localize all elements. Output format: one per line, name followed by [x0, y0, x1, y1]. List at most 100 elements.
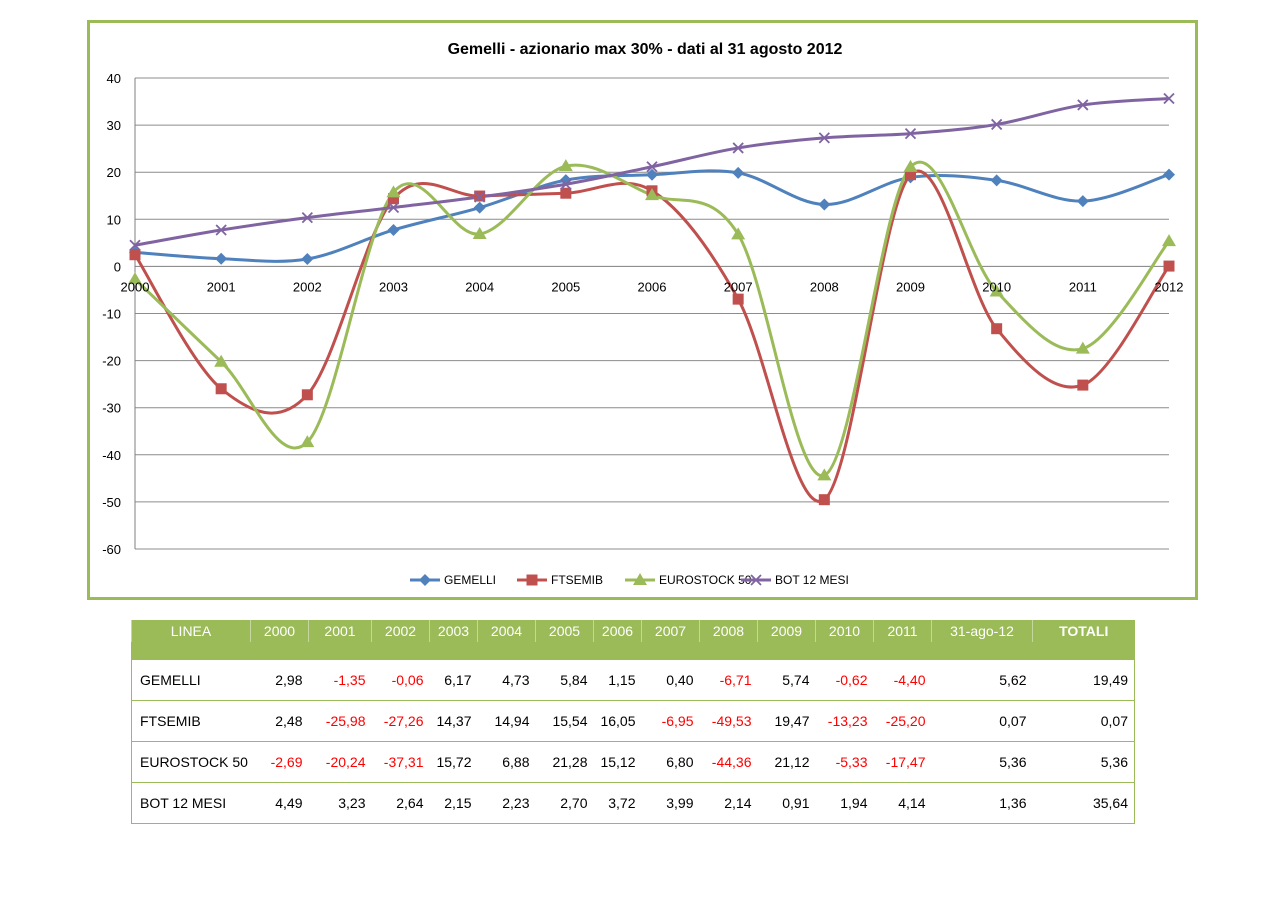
data-point-gemelli: [215, 252, 228, 265]
table-row: EUROSTOCK 50 -2,69 -20,24 -37,31 15,72 6,88 21…: [131, 741, 1135, 783]
table-cell: -5,33: [815, 741, 874, 783]
table-cell: -13,23: [815, 700, 874, 742]
data-point-gemelli: [646, 168, 658, 181]
table-cell: 0,40: [641, 651, 700, 701]
data-point-gemelli: [732, 166, 745, 179]
table-header-cell: 2010: [815, 620, 874, 660]
data-point-eurostock-50: [731, 227, 746, 240]
table-cell: 14,37: [429, 700, 478, 742]
legend-label-gemelli: GEMELLI: [444, 573, 496, 587]
table-header-cell: 2008: [699, 620, 758, 660]
y-tick-label: -60: [102, 542, 121, 557]
x-tick-label: 2012: [1155, 279, 1184, 294]
y-tick-label: -20: [102, 354, 121, 369]
data-point-ftsemib: [1163, 260, 1175, 272]
table-cell: -25,98: [308, 700, 372, 742]
legend-label-eurostock-50: EUROSTOCK 50: [659, 573, 752, 587]
legend-marker-ftsemib: [526, 574, 538, 586]
table-header-cell: 2003: [429, 620, 478, 660]
table-header-cell: LINEA: [131, 620, 251, 660]
table-header-cell: 2007: [641, 620, 700, 660]
data-point-ftsemib: [215, 383, 227, 395]
data-point-eurostock-50: [128, 272, 142, 285]
table-cell: 4,49: [250, 782, 309, 824]
y-tick-label: 30: [107, 118, 121, 133]
table-cell: -6,71: [699, 651, 758, 701]
table-cell: 2,23: [477, 782, 536, 824]
table-cell: 19,49: [1032, 651, 1135, 701]
table-cell: 3,23: [308, 782, 372, 824]
legend-label-ftsemib: FTSEMIB: [551, 573, 603, 587]
table-cell: 15,12: [593, 741, 642, 783]
table-cell: -0,06: [371, 651, 430, 701]
table-cell: 6,17: [429, 651, 478, 701]
table-cell: -4,40: [873, 651, 932, 701]
data-point-eurostock-50: [558, 159, 573, 172]
table-cell: 14,94: [477, 700, 536, 742]
table-header-cell: 2009: [757, 620, 816, 660]
table-cell: 16,05: [593, 700, 642, 742]
table-header-cell: 2011: [873, 620, 932, 660]
y-tick-label: -40: [102, 448, 121, 463]
data-point-eurostock-50: [817, 468, 832, 481]
table-cell: -20,24: [308, 741, 372, 783]
table-row: BOT 12 MESI 4,49 3,23 2,64 2,15 2,23 2,70 3,72 3…: [131, 782, 1135, 824]
table-cell: 21,28: [535, 741, 594, 783]
data-point-bot-12-mesi: [991, 118, 1003, 131]
data-point-bot-12-mesi: [818, 132, 830, 144]
data-point-ftsemib: [991, 323, 1003, 335]
legend-marker-gemelli: [419, 574, 431, 586]
x-tick-label: 2007: [724, 279, 753, 294]
table-cell: 5,74: [757, 651, 816, 701]
table-cell: 2,64: [371, 782, 430, 824]
table-cell: 6,80: [641, 741, 700, 783]
table-cell: -1,35: [308, 651, 372, 701]
table-header-cell: 2006: [593, 620, 642, 660]
data-point-gemelli: [387, 223, 400, 236]
data-point-eurostock-50: [300, 435, 315, 448]
data-point-bot-12-mesi: [1077, 99, 1089, 111]
returns-table: LINEA 2000 2001 2002 2003 2004 2005 2006 2007 200…: [131, 620, 1135, 824]
y-tick-label: 10: [107, 212, 121, 227]
series-line-ftsemib: [133, 169, 1171, 503]
data-point-bot-12-mesi: [560, 178, 572, 190]
table-cell: 5,84: [535, 651, 594, 701]
x-tick-label: 2004: [465, 279, 494, 294]
x-tick-label: 2008: [810, 279, 839, 294]
table-cell: 1,94: [815, 782, 874, 824]
table-cell: 5,62: [931, 651, 1033, 701]
row-label: EUROSTOCK 50: [131, 741, 251, 783]
y-tick-label: 40: [107, 71, 121, 86]
row-label: BOT 12 MESI: [131, 782, 251, 824]
table-cell: -49,53: [699, 700, 758, 742]
table-cell: 1,36: [931, 782, 1033, 824]
table-header-cell: 31-ago-12: [931, 620, 1033, 660]
x-tick-label: 2001: [207, 279, 236, 294]
table-header-cell: 2005: [535, 620, 594, 660]
row-label: GEMELLI: [131, 651, 251, 701]
table-cell: -44,36: [699, 741, 758, 783]
table-cell: -17,47: [873, 741, 932, 783]
data-point-gemelli: [818, 198, 831, 211]
table-cell: 21,12: [757, 741, 816, 783]
data-point-eurostock-50: [903, 159, 918, 172]
x-tick-label: 2006: [638, 279, 667, 294]
data-point-ftsemib: [905, 169, 916, 181]
data-point-eurostock-50: [1162, 234, 1176, 247]
x-tick-label: 2009: [896, 279, 925, 294]
table-cell: 0,07: [1032, 700, 1135, 742]
x-tick-label: 2003: [379, 279, 408, 294]
table-cell: 2,98: [250, 651, 309, 701]
data-point-bot-12-mesi: [301, 211, 313, 224]
data-point-bot-12-mesi: [732, 142, 744, 154]
data-point-bot-12-mesi: [215, 224, 227, 236]
table-header-cell: 2004: [477, 620, 536, 660]
x-tick-label: 2005: [551, 279, 580, 294]
data-point-ftsemib: [732, 293, 744, 305]
table-cell: 5,36: [931, 741, 1033, 783]
data-point-eurostock-50: [214, 354, 229, 367]
data-point-ftsemib: [1077, 379, 1089, 391]
data-point-bot-12-mesi: [387, 201, 400, 214]
data-point-bot-12-mesi: [904, 127, 917, 140]
series-line-gemelli: [134, 169, 1170, 263]
